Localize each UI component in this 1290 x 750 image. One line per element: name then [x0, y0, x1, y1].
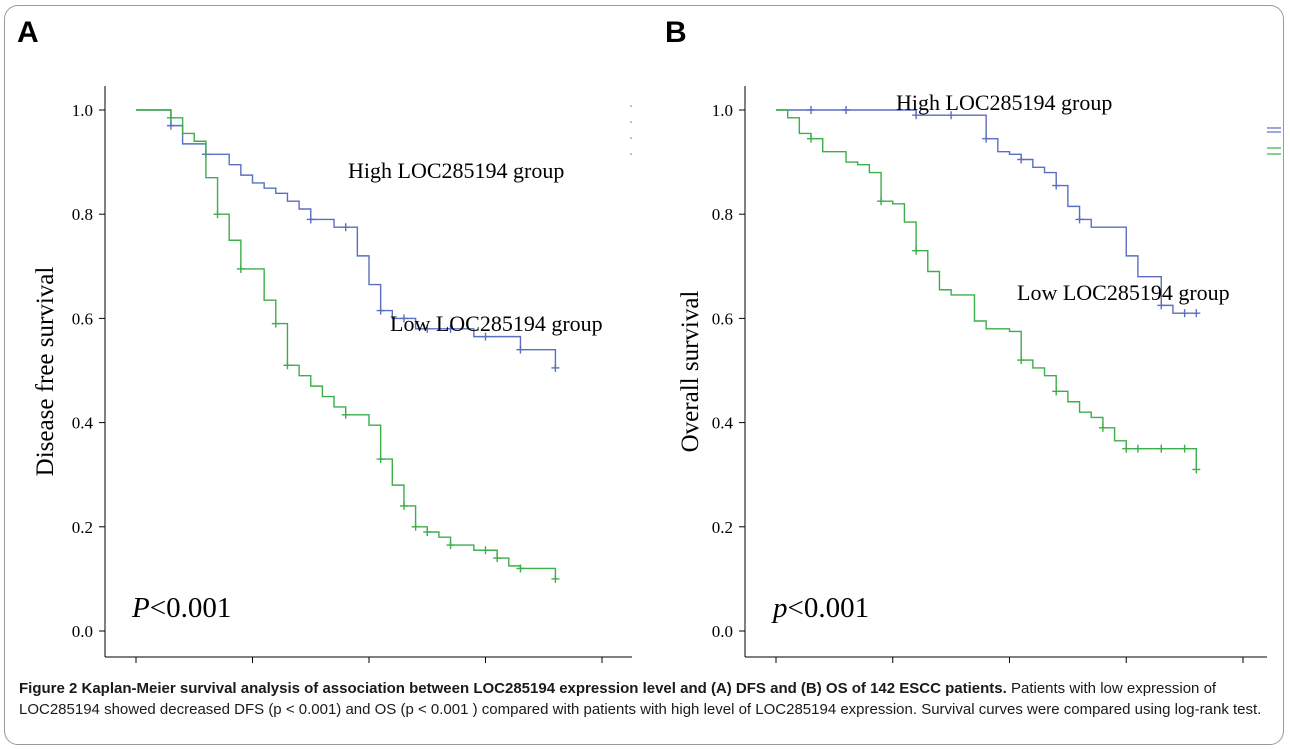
- p-value-b: p<0.001: [771, 592, 869, 624]
- caption-title: Figure 2 Kaplan-Meier survival analysis …: [19, 680, 1007, 697]
- panel-b-plot: 0.00.20.40.60.81.0010203040Months after …: [677, 86, 1281, 671]
- y-tick-label-b: 1.0: [712, 101, 733, 120]
- caption-body: Patients with low expression of LOC28519…: [19, 680, 1262, 718]
- y-tick-label-b: 0.8: [712, 205, 733, 224]
- x-tick-label-a: 10: [244, 668, 261, 671]
- y-tick-label-b: 0.2: [712, 518, 733, 537]
- series-label-low-a: Low LOC285194 group: [390, 311, 603, 336]
- survival-curve-high-b: [776, 109, 1197, 314]
- series-label-low-b: Low LOC285194 group: [1017, 280, 1230, 305]
- y-tick-label-a: 0.6: [72, 309, 93, 328]
- x-tick-label-b: 0: [772, 668, 781, 671]
- x-tick-label-b: 20: [1001, 668, 1018, 671]
- y-tick-label-a: 0.0: [72, 622, 93, 641]
- x-tick-label-a: 0: [132, 668, 141, 671]
- figure-caption: Figure 2 Kaplan-Meier survival analysis …: [19, 678, 1281, 720]
- y-tick-label-a: 0.8: [72, 205, 93, 224]
- panel-a-letter: A: [17, 16, 39, 49]
- survival-curve-low-a: [136, 109, 557, 579]
- panel-a-plot: 0.00.20.40.60.81.0010203040Months after …: [32, 86, 632, 671]
- x-tick-label-a: 40: [594, 668, 611, 671]
- survival-curve-low-b: [776, 109, 1197, 470]
- y-tick-label-b: 0.4: [712, 414, 734, 433]
- km-plots: A B 0.00.20.40.60.81.0010203040Months af…: [17, 16, 1281, 671]
- p-value-a: P<0.001: [131, 592, 231, 624]
- y-tick-label-a: 1.0: [72, 101, 93, 120]
- figure-frame: A B 0.00.20.40.60.81.0010203040Months af…: [4, 5, 1284, 745]
- x-tick-label-b: 40: [1235, 668, 1252, 671]
- y-tick-label-b: 0.0: [712, 622, 733, 641]
- y-tick-label-a: 0.2: [72, 518, 93, 537]
- x-tick-label-a: 20: [361, 668, 378, 671]
- series-label-high-b: High LOC285194 group: [896, 90, 1112, 115]
- panel-b-letter: B: [665, 16, 687, 49]
- y-tick-label-b: 0.6: [712, 309, 733, 328]
- x-tick-label-b: 30: [1118, 668, 1135, 671]
- y-axis-title-b: Overall survival: [677, 291, 704, 453]
- x-tick-label-a: 30: [477, 668, 494, 671]
- y-axis-title-a: Disease free survival: [32, 267, 59, 477]
- y-tick-label-a: 0.4: [72, 414, 94, 433]
- series-label-high-a: High LOC285194 group: [348, 158, 564, 183]
- survival-curve-high-a: [136, 109, 557, 368]
- x-tick-label-b: 10: [884, 668, 901, 671]
